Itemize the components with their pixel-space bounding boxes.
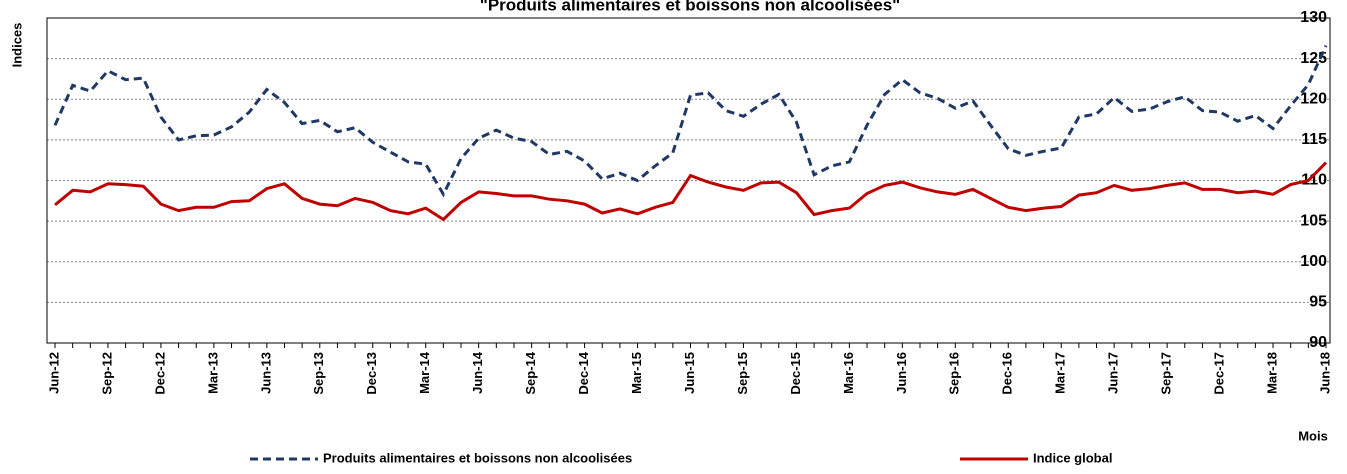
y-tick-label: 125: [1300, 50, 1327, 67]
x-tick-label: Dec-13: [364, 352, 379, 395]
x-tick-label: Jun-14: [470, 351, 485, 394]
legend-label: Produits alimentaires et boissons non al…: [323, 450, 632, 465]
x-tick-label: Dec-12: [152, 352, 167, 395]
x-tick-label: Sep-13: [311, 352, 326, 395]
x-tick-label: Jun-18: [1317, 352, 1332, 394]
x-tick-label: Sep-17: [1159, 352, 1174, 395]
x-axis-label: Mois: [1298, 428, 1328, 443]
plot-border: [46, 17, 1331, 344]
chart-title: "Produits alimentaires et boissons non a…: [480, 0, 900, 14]
y-tick-label: 105: [1300, 212, 1327, 229]
legend-label: Indice global: [1033, 450, 1112, 465]
x-tick-label: Jun-13: [258, 352, 273, 394]
x-tick-label: Dec-16: [1000, 352, 1015, 395]
x-tick-label: Dec-15: [788, 352, 803, 395]
y-tick-label: 115: [1301, 131, 1327, 148]
series-line: [53, 44, 1328, 198]
x-tick-label: Sep-12: [99, 352, 114, 395]
x-tick-label: Mar-18: [1264, 352, 1279, 394]
y-axis-label: Indices: [9, 23, 24, 68]
y-tick-label: 110: [1301, 172, 1327, 189]
x-tick-label: Mar-17: [1053, 352, 1068, 394]
series-line: [54, 161, 1328, 222]
x-tick-label: Jun-16: [894, 352, 909, 394]
x-tick-label: Jun-15: [682, 352, 697, 394]
x-tick-label: Mar-16: [841, 352, 856, 394]
x-tick-label: Dec-14: [576, 351, 591, 394]
x-tick-label: Dec-17: [1212, 352, 1227, 395]
y-tick-label: 120: [1300, 90, 1327, 107]
x-tick-label: Sep-15: [735, 352, 750, 395]
x-tick-label: Mar-13: [205, 352, 220, 394]
x-tick-label: Mar-15: [629, 352, 644, 394]
x-tick-label: Jun-17: [1106, 352, 1121, 394]
x-tick-label: Sep-14: [523, 351, 538, 394]
x-tick-label: Mar-14: [417, 351, 432, 394]
x-tick-label: Sep-16: [947, 352, 962, 395]
y-tick-label: 95: [1309, 294, 1327, 311]
y-tick-label: 100: [1300, 253, 1327, 270]
x-tick-label: Jun-12: [46, 352, 61, 394]
